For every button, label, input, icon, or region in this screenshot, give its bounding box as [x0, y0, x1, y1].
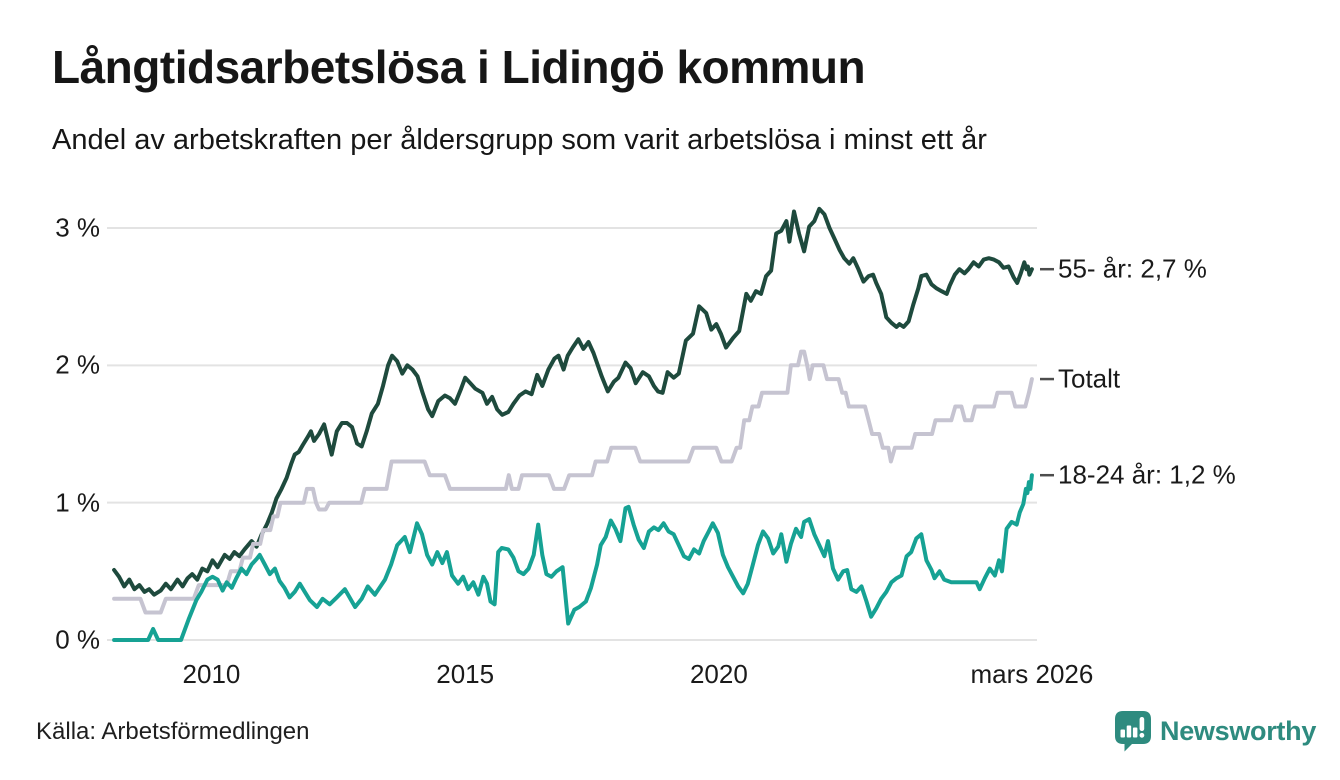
- y-axis-tick-label-1: 1 %: [55, 487, 100, 518]
- x-axis-tick-label-mars-2026: mars 2026: [970, 659, 1094, 689]
- brand-name: Newsworthy: [1160, 715, 1317, 746]
- source-note: Källa: Arbetsförmedlingen: [36, 718, 310, 745]
- y-axis-tick-label-2: 2 %: [55, 349, 100, 380]
- series-end-label-55-ar: 55- år: 2,7 %: [1058, 253, 1207, 284]
- x-axis-tick-label-2010: 2010: [182, 659, 241, 689]
- chart-subtitle: Andel av arbetskraften per åldersgrupp s…: [52, 124, 987, 156]
- newsworthy-speech-bubble-bar-chart-icon: [1115, 711, 1151, 752]
- page-title: Långtidsarbetslösa i Lidingö kommun: [52, 41, 866, 93]
- series-end-label-totalt: Totalt: [1058, 363, 1121, 394]
- y-axis-tick-label-3: 3 %: [55, 212, 100, 243]
- y-axis-tick-label-0: 0 %: [55, 624, 100, 655]
- series-end-label-18-24-ar: 18-24 år: 1,2 %: [1058, 459, 1236, 490]
- x-axis-tick-label-2020: 2020: [689, 659, 748, 689]
- brand-logo: Newsworthy: [1114, 710, 1316, 752]
- x-axis-tick-label-2015: 2015: [436, 659, 495, 689]
